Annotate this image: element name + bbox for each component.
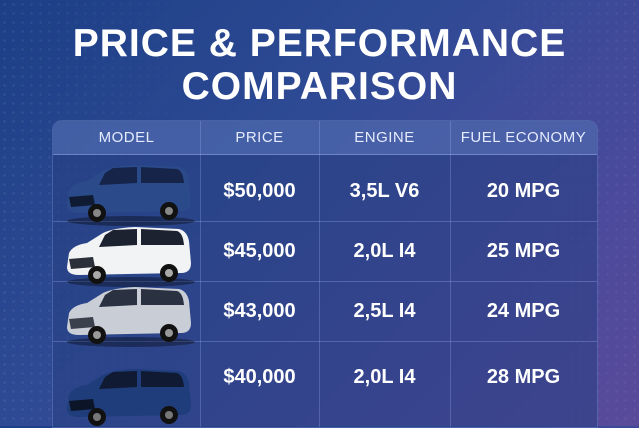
engine-cell: 2,0L I4 bbox=[353, 366, 416, 388]
price-cell: $43,000 bbox=[223, 300, 296, 322]
row-divider bbox=[53, 341, 597, 342]
header-model: MODEL bbox=[98, 129, 155, 146]
title-line-1: PRICE & PERFORMANCE bbox=[72, 22, 567, 65]
price-cell: $45,000 bbox=[223, 240, 296, 262]
comparison-table: MODEL PRICE ENGINE FUEL ECONOMY $50,000 … bbox=[52, 120, 598, 428]
price-cell: $40,000 bbox=[223, 366, 296, 388]
fuel-economy-cell: 28 MPG bbox=[486, 366, 561, 388]
fuel-economy-cell: 20 MPG bbox=[486, 180, 561, 202]
white-minivan-image bbox=[67, 227, 195, 287]
column-divider bbox=[319, 121, 320, 427]
row-divider bbox=[53, 281, 597, 282]
header-engine: ENGINE bbox=[354, 129, 415, 146]
navy-minivan-image bbox=[67, 369, 191, 426]
title-line-2: COMPARISON bbox=[181, 65, 458, 108]
table-header: MODEL PRICE ENGINE FUEL ECONOMY bbox=[53, 121, 597, 155]
page-title: PRICE & PERFORMANCE COMPARISON bbox=[0, 22, 639, 108]
silver-minivan-image bbox=[67, 287, 195, 347]
header-price: PRICE bbox=[235, 129, 284, 146]
row-divider bbox=[53, 221, 597, 222]
price-cell: $50,000 bbox=[223, 180, 296, 202]
engine-cell: 2,5L I4 bbox=[353, 300, 416, 322]
column-divider bbox=[450, 121, 451, 427]
engine-cell: 2,0L I4 bbox=[353, 240, 416, 262]
engine-cell: 3,5L V6 bbox=[349, 180, 420, 202]
dark-blue-minivan-image bbox=[67, 165, 195, 226]
fuel-economy-cell: 25 MPG bbox=[486, 240, 561, 262]
fuel-economy-cell: 24 MPG bbox=[486, 300, 561, 322]
header-fuel-economy: FUEL ECONOMY bbox=[460, 129, 587, 146]
column-divider bbox=[200, 121, 201, 427]
